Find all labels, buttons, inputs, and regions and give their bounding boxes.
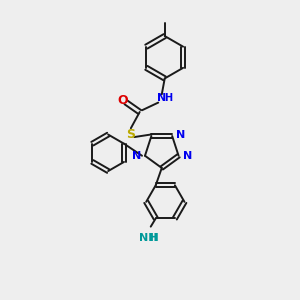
Text: N: N: [132, 151, 141, 161]
Text: H: H: [164, 93, 172, 103]
Text: N: N: [176, 130, 185, 140]
Text: N: N: [157, 93, 167, 103]
Text: H: H: [151, 233, 159, 243]
Text: S: S: [126, 128, 135, 141]
Text: NH: NH: [139, 232, 158, 242]
Text: N: N: [183, 151, 192, 161]
Text: O: O: [118, 94, 128, 107]
